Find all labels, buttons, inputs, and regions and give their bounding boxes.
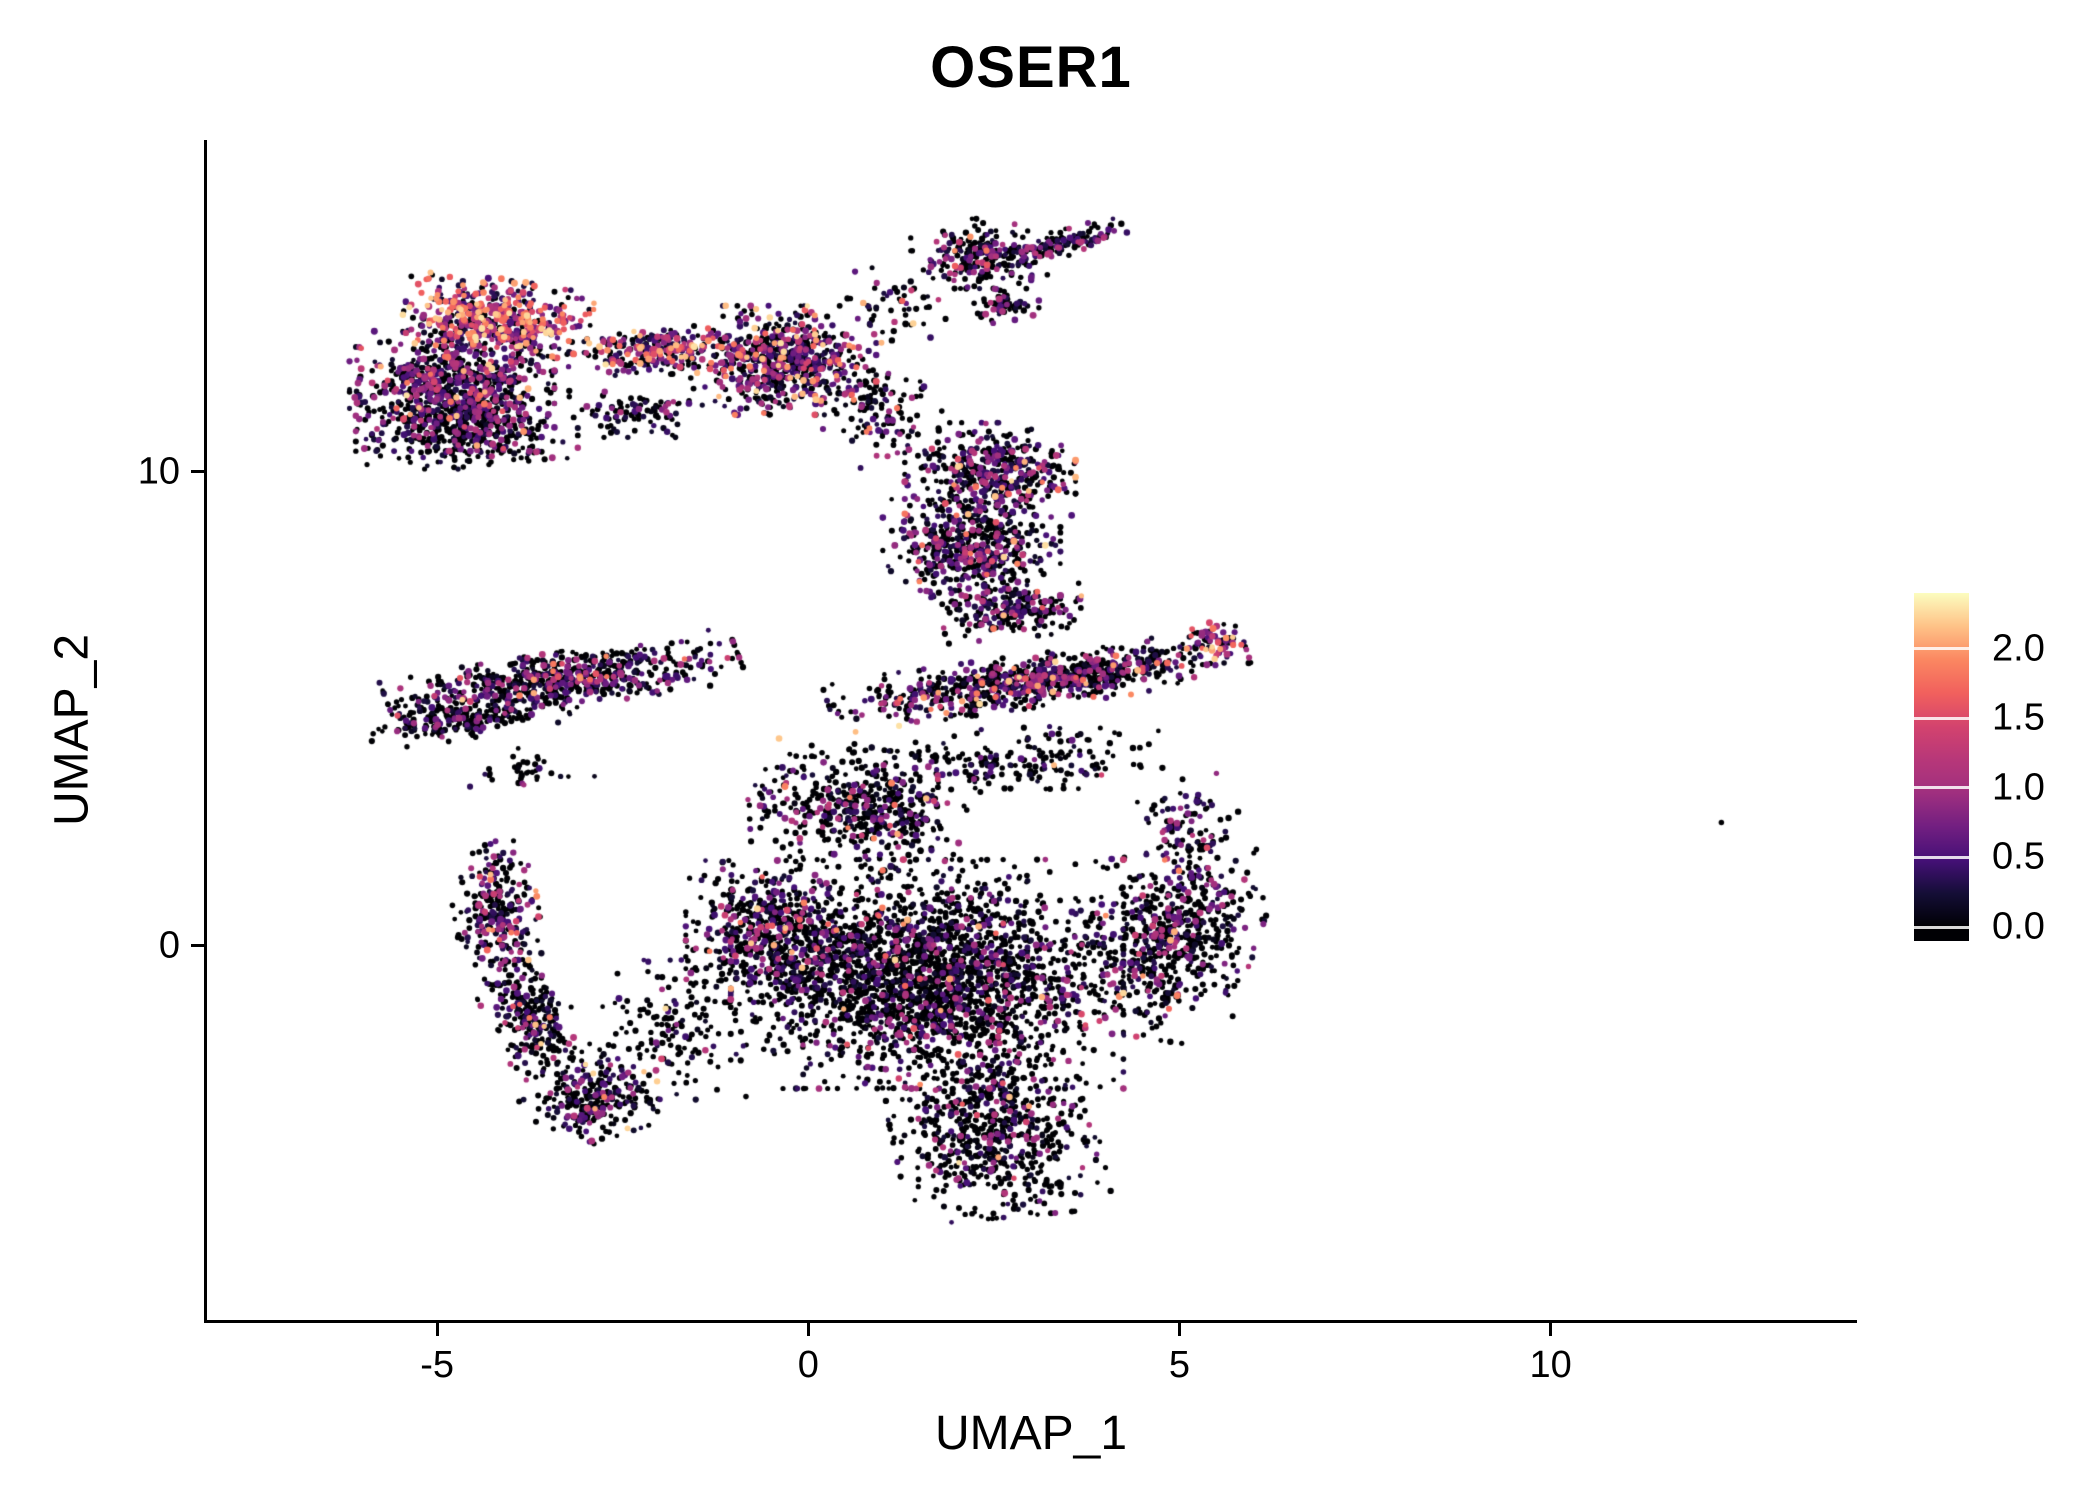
y-tick-label: 10 bbox=[137, 450, 180, 493]
legend-tick-mark bbox=[1914, 716, 1969, 720]
x-axis-line bbox=[204, 1320, 1857, 1323]
colorbar-gradient bbox=[1914, 593, 1969, 941]
x-tick-label: 0 bbox=[797, 1344, 819, 1386]
y-tick-mark bbox=[191, 470, 205, 474]
x-tick-mark bbox=[1549, 1322, 1553, 1336]
x-tick-label: 10 bbox=[1529, 1344, 1572, 1386]
x-tick-mark bbox=[806, 1322, 810, 1336]
y-tick-mark bbox=[191, 944, 205, 948]
x-axis-title: UMAP_1 bbox=[934, 1407, 1128, 1460]
x-tick-mark bbox=[435, 1322, 439, 1336]
legend-tick-label: 0.5 bbox=[1992, 835, 2045, 878]
legend-tick-mark bbox=[1914, 855, 1969, 859]
legend-tick-mark bbox=[1914, 786, 1969, 790]
x-tick-mark bbox=[1177, 1322, 1181, 1336]
legend-tick-label: 1.5 bbox=[1992, 696, 2045, 739]
legend-tick-label: 2.0 bbox=[1992, 627, 2045, 670]
plot-title: OSER1 bbox=[930, 35, 1132, 100]
y-axis-line bbox=[204, 140, 207, 1323]
legend-tick-mark bbox=[1914, 647, 1969, 651]
legend-tick-label: 1.0 bbox=[1992, 766, 2045, 809]
x-tick-label: 5 bbox=[1168, 1344, 1191, 1386]
legend-tick-label: 0.0 bbox=[1992, 905, 2045, 948]
legend-tick-mark bbox=[1914, 925, 1969, 929]
x-tick-label: -5 bbox=[420, 1344, 455, 1386]
y-tick-label: 0 bbox=[158, 924, 180, 967]
y-axis-title: UMAP_2 bbox=[45, 633, 99, 827]
